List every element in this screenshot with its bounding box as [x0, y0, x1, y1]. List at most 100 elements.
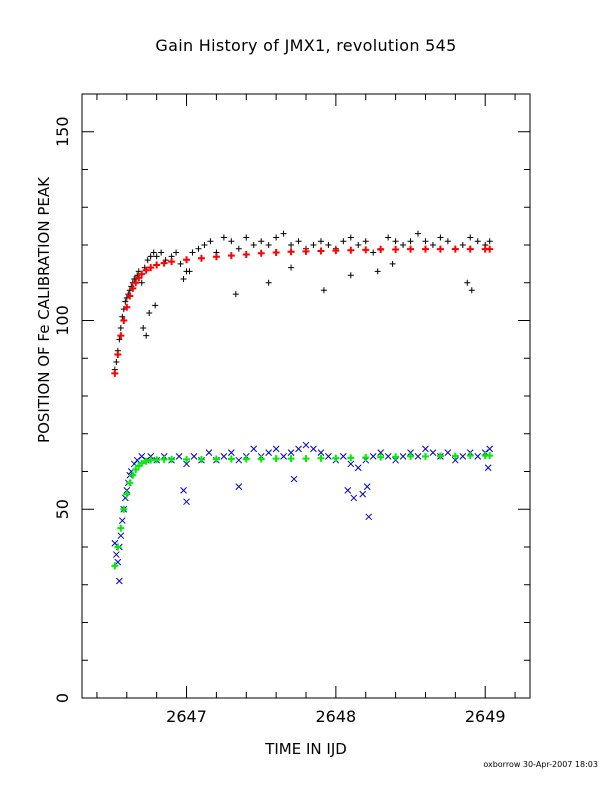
data-point — [265, 279, 272, 286]
series-1 — [111, 441, 494, 585]
data-point — [142, 457, 150, 465]
data-point — [147, 456, 155, 464]
data-point — [272, 445, 280, 453]
data-point — [197, 455, 205, 463]
data-point — [317, 454, 325, 462]
data-point — [147, 253, 154, 260]
data-point — [117, 332, 125, 340]
data-point — [112, 551, 120, 558]
data-point — [444, 449, 452, 456]
y-axis-label: POSITION OF Fe CALIBRATION PEAK — [35, 177, 53, 443]
data-point — [235, 456, 243, 464]
data-point — [389, 260, 396, 267]
plot-frame — [81, 93, 531, 699]
data-point — [114, 350, 122, 358]
x-axis-label: TIME IN IJD — [265, 740, 347, 758]
data-point — [126, 479, 134, 487]
data-point — [250, 242, 257, 248]
data-point — [113, 359, 120, 366]
footer-timestamp: oxborrow 30-Apr-2007 18:03 — [483, 760, 598, 769]
data-point — [257, 455, 265, 463]
x-tick-label: 2648 — [316, 707, 357, 726]
data-point — [287, 455, 295, 463]
y-tick-label: 0 — [53, 693, 72, 703]
data-point — [212, 253, 220, 261]
data-point — [135, 274, 143, 282]
data-point — [142, 266, 150, 274]
data-point — [295, 238, 302, 245]
data-point — [175, 453, 183, 460]
data-point — [115, 577, 123, 585]
data-point — [173, 249, 180, 256]
data-point — [369, 453, 377, 460]
data-point — [265, 242, 272, 248]
data-point — [466, 245, 474, 253]
y-tick-label: 100 — [53, 305, 72, 336]
data-point — [242, 455, 250, 463]
data-point — [310, 242, 317, 248]
data-point — [195, 245, 202, 252]
data-point — [302, 441, 310, 449]
data-point — [437, 234, 444, 241]
data-point — [129, 471, 137, 479]
data-point — [153, 456, 161, 464]
data-point — [205, 449, 213, 456]
data-point — [365, 513, 373, 521]
data-point — [325, 242, 332, 248]
data-point — [486, 452, 494, 460]
y-tick-label: 150 — [53, 116, 72, 147]
data-point — [436, 452, 444, 460]
data-point — [377, 246, 385, 254]
data-point — [359, 490, 367, 498]
data-point — [317, 449, 325, 456]
data-point — [146, 309, 153, 316]
data-point — [422, 445, 429, 453]
data-point — [153, 253, 160, 260]
data-point — [288, 242, 295, 248]
data-point — [288, 264, 295, 271]
x-tick-label: 2649 — [465, 707, 506, 726]
data-point — [138, 270, 146, 278]
data-point — [123, 487, 131, 494]
data-point — [180, 487, 187, 494]
data-point — [354, 464, 362, 472]
data-point — [377, 449, 385, 456]
data-point — [120, 317, 128, 324]
data-point — [451, 245, 459, 253]
data-point — [122, 298, 129, 305]
data-point — [132, 466, 140, 474]
data-point — [168, 258, 176, 266]
data-point — [220, 234, 227, 241]
data-point — [347, 234, 354, 241]
data-point — [347, 272, 354, 279]
data-point — [486, 245, 494, 253]
data-point — [362, 454, 370, 462]
data-point — [183, 498, 190, 506]
series-3 — [111, 452, 494, 570]
data-point — [459, 242, 466, 248]
data-point — [201, 242, 208, 248]
data-point — [464, 279, 471, 286]
data-point — [168, 455, 176, 463]
data-point — [186, 268, 193, 275]
data-point — [242, 250, 250, 258]
data-point — [422, 238, 429, 245]
data-point — [407, 449, 414, 456]
data-point — [228, 238, 235, 245]
data-point — [129, 284, 137, 292]
data-point — [451, 456, 459, 464]
data-point — [347, 454, 355, 462]
data-point — [451, 452, 459, 460]
data-point — [392, 246, 400, 254]
data-point — [474, 453, 482, 460]
data-point — [362, 238, 369, 245]
data-point — [190, 453, 198, 460]
data-point — [444, 238, 451, 245]
data-point — [180, 275, 187, 282]
data-point — [407, 452, 415, 460]
data-point — [362, 246, 370, 254]
data-point — [415, 230, 421, 237]
data-point — [227, 252, 235, 260]
data-point — [421, 452, 429, 460]
data-point — [363, 483, 371, 490]
